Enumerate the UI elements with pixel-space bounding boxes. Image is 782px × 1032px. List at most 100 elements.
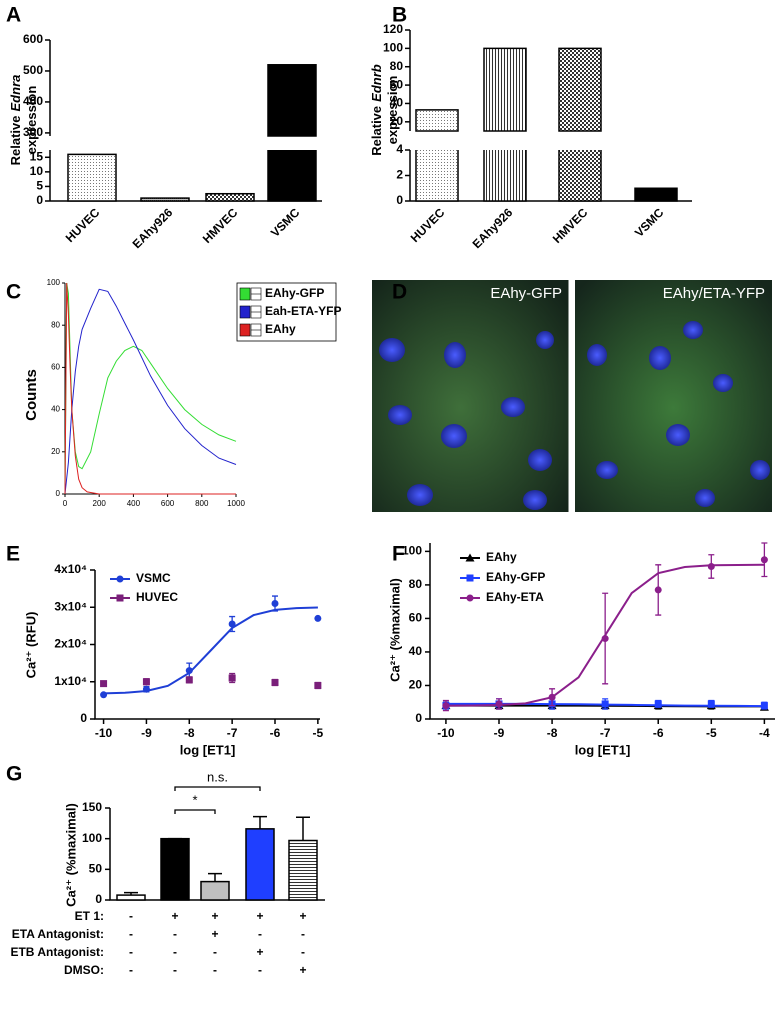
x-tick-label: VSMC [268,205,303,240]
y-axis-label: Relative Ednrbexpression [369,64,400,155]
x-tick-label: 1000 [227,499,245,508]
y-tick-label: 600 [23,32,43,46]
point [228,674,236,682]
panel-label: E [6,543,20,566]
panel-label: G [6,763,22,786]
condition-sign: + [211,909,218,923]
legend-label: EAhy-GFP [265,286,324,300]
panel-label: D [392,281,407,304]
condition-sign: + [299,909,306,923]
x-tick-label: VSMC [632,205,667,240]
y-axis-label: Relative Ednraexpression [8,75,39,166]
y-tick-label: 100 [82,831,102,845]
x-tick-label: -6 [653,726,664,740]
point [314,681,322,689]
bar [140,197,190,202]
legend-marker [116,575,124,583]
significance-bracket [174,786,261,791]
legend-marker [465,553,475,562]
y-tick-label: 300 [23,125,43,139]
condition-sign: - [129,963,133,977]
y-tick-label: 0 [396,193,403,207]
legend-label: VSMC [136,571,171,585]
point [760,702,768,710]
gene-name: Ednra [8,75,23,112]
bar [67,153,117,202]
x-tick-label: -4 [759,726,770,740]
x-tick-label: -9 [494,726,505,740]
bar [267,150,317,202]
x-tick-label: -7 [600,726,611,740]
condition-sign: - [213,945,217,959]
condition-sign: - [173,945,177,959]
point [271,678,279,686]
y-tick-label: 100 [47,278,61,287]
legend-swatch [239,323,251,337]
point [100,680,108,688]
x-tick-label: -5 [313,726,324,740]
x-tick-label: -8 [184,726,195,740]
y-tick-label: 2 [396,168,403,182]
y-tick-label: 40 [409,644,423,658]
condition-sign: - [129,945,133,959]
y-tick-label: 20 [409,678,423,692]
y-tick-label: 0 [80,711,87,725]
y-tick-label: 2x10⁴ [54,637,87,651]
legend-label: HUVEC [136,590,178,604]
bar [483,47,527,132]
image-label: EAhy-GFP [490,285,562,302]
error-bar [253,815,267,829]
significance-label: * [192,792,197,807]
y-tick-label: 3x10⁴ [54,599,87,613]
condition-sign: - [173,927,177,941]
y-tick-label: 0 [95,892,102,906]
x-tick-label: HMVEC [200,205,241,246]
x-tick-label: HMVEC [550,205,591,246]
x-tick-label: EAhy926 [130,205,176,251]
legend-swatch [239,305,251,319]
y-tick-label: 60 [390,77,404,91]
micrograph [575,280,772,512]
x-tick-label: 200 [93,499,107,508]
y-axis-label-part: expression [24,86,39,155]
bar [116,894,146,901]
significance-bracket [174,809,216,814]
x-tick-label: 600 [161,499,175,508]
condition-label: ETB Antagonist: [10,945,104,959]
y-tick-label: 400 [23,94,43,108]
y-tick-label: 150 [82,800,102,814]
y-tick-label: 500 [23,63,43,77]
bar [205,192,255,202]
x-tick-label: -10 [95,726,113,740]
point [100,691,108,699]
point [185,667,193,675]
x-tick-label: -5 [706,726,717,740]
axes [429,543,775,720]
panel-label: F [392,543,405,566]
y-axis-label-part: Relative [369,106,384,156]
x-tick-label: 800 [195,499,209,508]
y-tick-label: 100 [383,41,403,55]
condition-sign: + [171,909,178,923]
condition-sign: + [256,945,263,959]
bar [200,880,230,901]
point [601,635,609,643]
point [442,702,450,710]
micrograph [372,280,569,512]
x-tick-label: HUVEC [408,205,448,245]
bar [415,109,459,132]
bar [558,47,602,132]
point [760,556,768,564]
y-tick-label: 80 [390,59,404,73]
panel-label: B [392,4,407,27]
y-axis-label-part: expression [385,76,400,145]
point [271,600,279,608]
y-tick-label: 0 [56,489,61,498]
condition-sign: - [213,963,217,977]
bar [558,150,602,202]
point [654,586,662,594]
legend-label: EAhy [265,322,296,336]
histogram-line [64,288,237,495]
y-tick-label: 4 [396,142,403,156]
legend-label: EAhy-ETA [486,590,544,604]
